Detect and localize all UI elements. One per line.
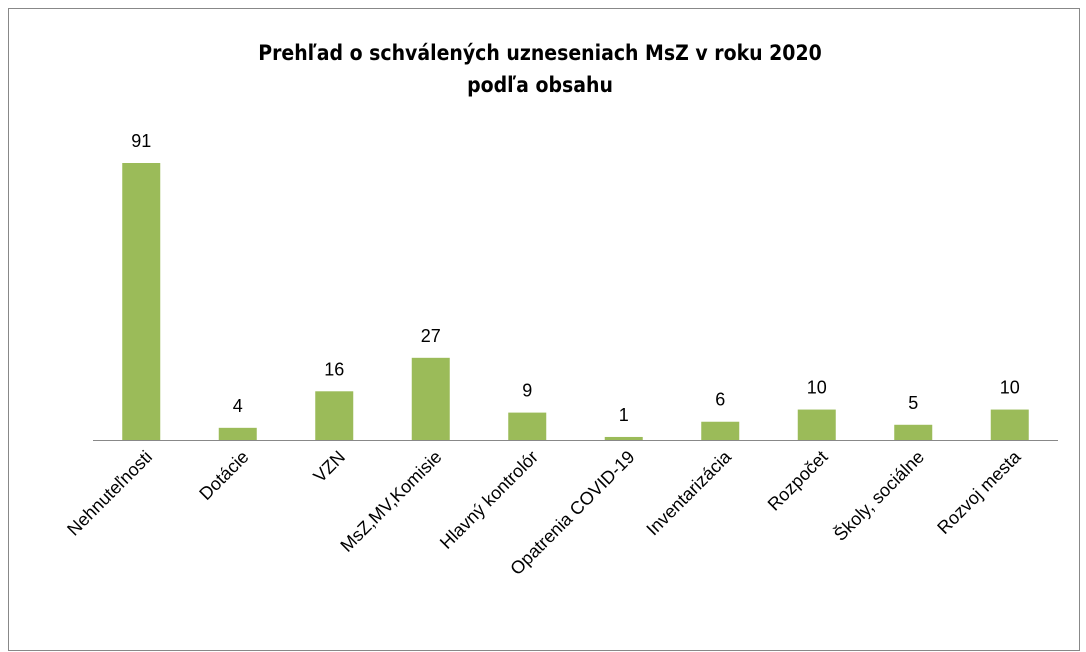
bar (701, 421, 740, 440)
bar (990, 409, 1029, 440)
chart-border (8, 8, 1080, 651)
chart-title: podľa obsahu (467, 73, 613, 97)
bar (508, 412, 547, 440)
bar (604, 436, 643, 440)
data-label: 27 (421, 326, 441, 346)
chart-title: Prehľad o schválených uzneseniach MsZ v … (258, 41, 821, 65)
bar (315, 391, 354, 440)
data-label: 10 (1000, 378, 1020, 398)
data-label: 6 (715, 390, 725, 410)
bar (797, 409, 836, 440)
data-label: 10 (807, 378, 827, 398)
bar (894, 424, 933, 440)
data-label: 91 (131, 131, 151, 151)
bar (122, 163, 161, 440)
data-label: 4 (233, 396, 243, 416)
data-label: 16 (324, 359, 344, 379)
data-label: 9 (522, 381, 532, 401)
bar (218, 427, 257, 440)
data-label: 5 (908, 393, 918, 413)
bar (411, 357, 450, 440)
data-label: 1 (619, 405, 629, 425)
